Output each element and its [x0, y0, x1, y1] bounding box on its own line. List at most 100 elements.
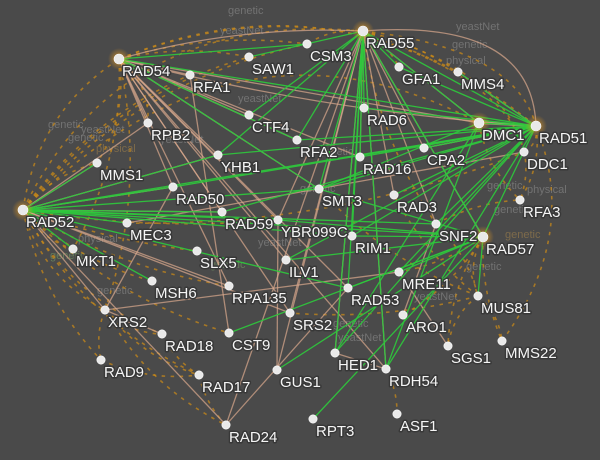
- edge-GUS1-YBR099C: [276, 219, 279, 371]
- node-YHB1[interactable]: [213, 150, 223, 160]
- node-label-XRS2: XRS2: [108, 314, 147, 331]
- node-SMT3[interactable]: [314, 184, 324, 194]
- node-SAW1[interactable]: [244, 52, 254, 62]
- node-RFA1[interactable]: [185, 70, 195, 80]
- node-CST9[interactable]: [224, 328, 234, 338]
- node-label-RPT3: RPT3: [316, 423, 354, 440]
- node-ARO1[interactable]: [398, 310, 408, 320]
- edge-RAD55-RAD53: [347, 30, 364, 289]
- node-YBR099C[interactable]: [273, 215, 283, 225]
- node-RAD52[interactable]: [17, 204, 29, 216]
- edge-RAD52-SRS2: [22, 209, 291, 314]
- node-label-MUS81: MUS81: [481, 300, 531, 317]
- node-RAD57[interactable]: [477, 231, 489, 243]
- edge-DMC1-RDH54: [385, 122, 480, 370]
- node-HED1[interactable]: [330, 348, 340, 358]
- node-ILV1[interactable]: [281, 255, 291, 265]
- edge-RAD57-RIM1: [351, 235, 484, 238]
- edge-RAD55-HED1: [334, 30, 364, 354]
- node-MEC3[interactable]: [122, 218, 132, 228]
- node-RAD9[interactable]: [96, 355, 106, 365]
- edge-RAD54-SRS2: [118, 58, 291, 314]
- edge-RAD57-YBR099C: [277, 219, 484, 238]
- edge-RAD51-SNF2: [435, 125, 537, 225]
- node-RAD16[interactable]: [355, 152, 365, 162]
- node-RPA135[interactable]: [224, 281, 234, 291]
- node-label-YHB1: YHB1: [221, 159, 260, 176]
- node-RAD6[interactable]: [359, 103, 369, 113]
- edge-RAD51-RAD59: [221, 125, 537, 213]
- node-RAD17[interactable]: [194, 370, 204, 380]
- edge-RAD55-SMT3: [318, 30, 364, 190]
- node-RAD50[interactable]: [168, 182, 178, 192]
- node-XRS2[interactable]: [100, 305, 110, 315]
- node-DMC1[interactable]: [473, 117, 485, 129]
- edge-RAD51-RAD55: [362, 30, 537, 127]
- edge-RAD52-RAD9: [22, 209, 102, 361]
- node-CPA2[interactable]: [419, 143, 429, 153]
- node-RAD55[interactable]: [357, 25, 369, 37]
- node-RAD54[interactable]: [113, 53, 125, 65]
- edge-RAD55-YBR099C: [277, 30, 364, 221]
- node-RPT3[interactable]: [308, 414, 318, 424]
- edge-RAD52-RPA135: [22, 209, 230, 287]
- node-label-MSH6: MSH6: [155, 285, 197, 302]
- node-label-RFA1: RFA1: [193, 79, 231, 96]
- edge-RAD52-RFA1: [22, 74, 191, 211]
- node-RPB2[interactable]: [143, 118, 153, 128]
- node-RDH54[interactable]: [381, 364, 391, 374]
- edge-RAD52-RAD53: [22, 209, 349, 289]
- node-SRS2[interactable]: [285, 308, 295, 318]
- edge-RAD18-RAD17: [161, 333, 200, 376]
- node-RAD53[interactable]: [343, 283, 353, 293]
- node-MMS22[interactable]: [497, 336, 507, 346]
- watermark-text: genetic: [452, 39, 488, 51]
- edge-HED1-RDH54: [334, 352, 387, 370]
- edge-RAD52-XRS2: [22, 209, 106, 311]
- node-RAD59[interactable]: [217, 207, 227, 217]
- node-RAD3[interactable]: [389, 190, 399, 200]
- node-label-SAW1: SAW1: [252, 61, 294, 78]
- edge-RAD52-MSH6: [22, 209, 153, 282]
- node-DDC1[interactable]: [519, 147, 529, 157]
- node-label-RAD54: RAD54: [122, 63, 170, 80]
- edge-RAD52-MSH6: [22, 209, 153, 282]
- node-MSH6[interactable]: [147, 276, 157, 286]
- node-CSM3[interactable]: [302, 39, 312, 49]
- node-GUS1[interactable]: [272, 365, 282, 375]
- node-ASF1[interactable]: [392, 409, 402, 419]
- node-SGS1[interactable]: [443, 341, 453, 351]
- node-GFA1[interactable]: [394, 62, 404, 72]
- node-SLX5[interactable]: [192, 246, 202, 256]
- node-CTF4[interactable]: [244, 110, 254, 120]
- edge-RAD54-RPA135: [118, 58, 230, 287]
- watermark-text: physical: [527, 184, 567, 196]
- node-MRE11[interactable]: [394, 267, 404, 277]
- node-label-RAD52: RAD52: [26, 214, 74, 231]
- node-RAD18[interactable]: [157, 329, 167, 339]
- node-MMS4[interactable]: [453, 67, 463, 77]
- node-label-HED1: HED1: [338, 357, 378, 374]
- node-RAD24[interactable]: [221, 420, 231, 430]
- node-label-RAD55: RAD55: [366, 35, 414, 52]
- node-RIM1[interactable]: [347, 231, 357, 241]
- watermark-text: genetic: [505, 229, 541, 241]
- edge-RAD52-SAW1: [22, 56, 250, 211]
- node-RAD51[interactable]: [530, 120, 542, 132]
- edge-RAD52-RPB2: [22, 122, 149, 211]
- node-label-SMT3: SMT3: [322, 193, 362, 210]
- node-MUS81[interactable]: [473, 291, 483, 301]
- edge-RAD52-RAD50: [22, 186, 174, 211]
- node-MKT1[interactable]: [68, 244, 78, 254]
- node-RFA3[interactable]: [515, 195, 525, 205]
- node-RFA2[interactable]: [292, 135, 302, 145]
- node-SNF2[interactable]: [431, 219, 441, 229]
- edge-RAD54-DMC1: [118, 58, 480, 124]
- edge-RAD51-MMS4: [457, 71, 537, 127]
- edge-layer-coexpression: [22, 30, 537, 420]
- node-label-RFA2: RFA2: [300, 144, 338, 161]
- edge-RAD54-SMT3: [118, 58, 320, 190]
- node-MMS1[interactable]: [92, 158, 102, 168]
